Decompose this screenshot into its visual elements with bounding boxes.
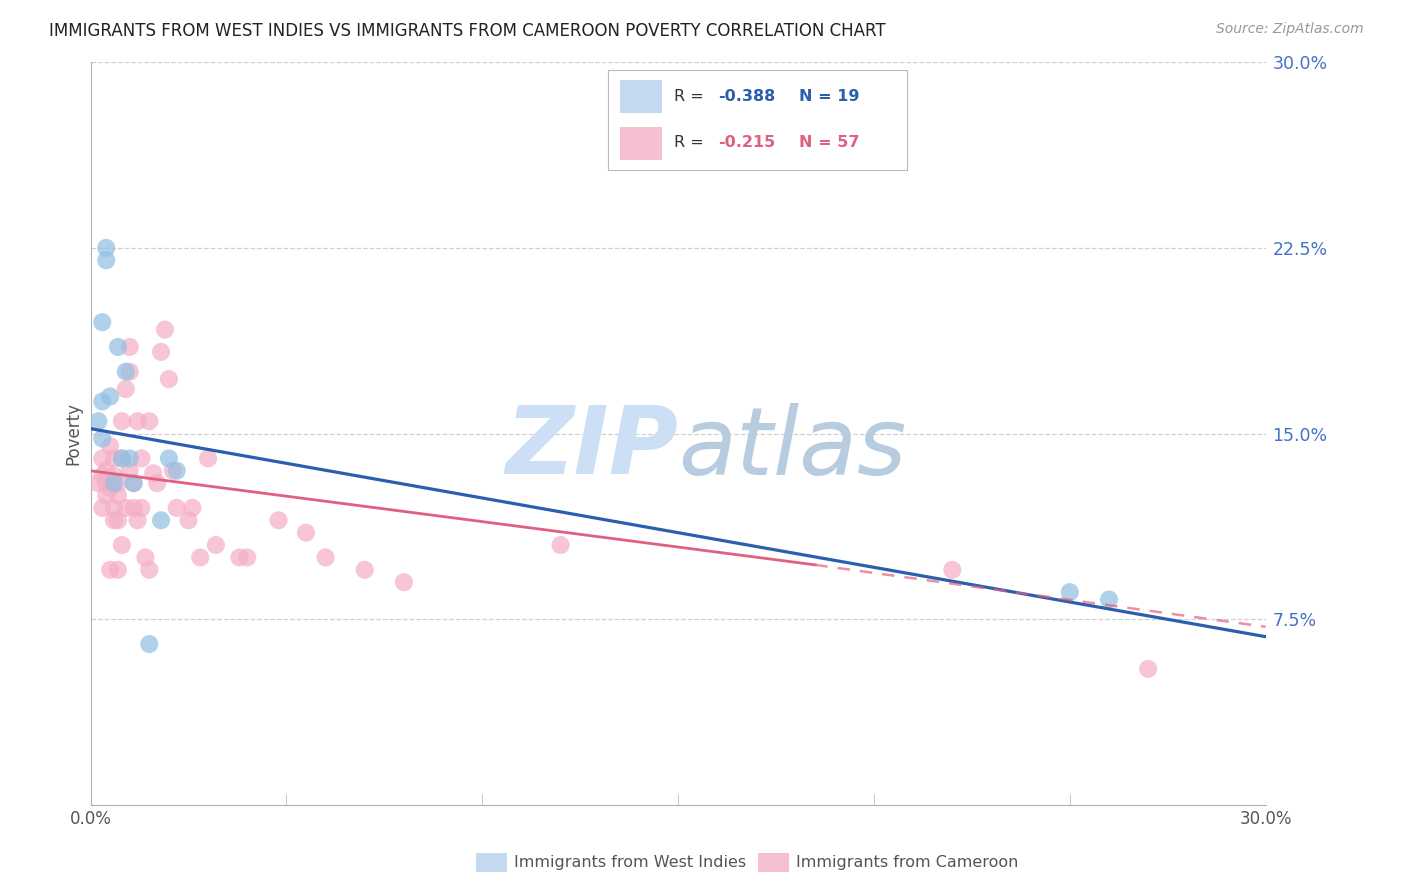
- Point: [138, 637, 160, 651]
- Point: [146, 476, 169, 491]
- Point: [177, 513, 200, 527]
- Point: [205, 538, 228, 552]
- Text: Immigrants from West Indies: Immigrants from West Indies: [513, 855, 745, 870]
- Point: [166, 464, 188, 478]
- Point: [127, 414, 149, 428]
- Point: [142, 467, 165, 481]
- Text: Source: ZipAtlas.com: Source: ZipAtlas.com: [1216, 22, 1364, 37]
- Point: [122, 476, 145, 491]
- Point: [91, 394, 114, 409]
- Point: [153, 323, 176, 337]
- Point: [98, 563, 121, 577]
- Point: [197, 451, 219, 466]
- Point: [111, 451, 134, 466]
- Point: [96, 464, 118, 478]
- Text: Immigrants from Cameroon: Immigrants from Cameroon: [796, 855, 1018, 870]
- Point: [87, 414, 110, 428]
- Point: [131, 500, 153, 515]
- Point: [118, 340, 141, 354]
- Point: [111, 414, 134, 428]
- Text: ZIP: ZIP: [505, 402, 678, 494]
- Point: [941, 563, 963, 577]
- Point: [91, 432, 114, 446]
- Point: [118, 464, 141, 478]
- Point: [98, 439, 121, 453]
- Point: [111, 538, 134, 552]
- Point: [157, 372, 180, 386]
- Point: [157, 451, 180, 466]
- Point: [150, 513, 173, 527]
- Point: [103, 451, 125, 466]
- Point: [107, 476, 129, 491]
- Point: [150, 344, 173, 359]
- Point: [114, 500, 136, 515]
- Point: [107, 563, 129, 577]
- Point: [96, 489, 118, 503]
- Point: [91, 315, 114, 329]
- Point: [550, 538, 572, 552]
- Point: [91, 451, 114, 466]
- Point: [166, 500, 188, 515]
- Point: [127, 513, 149, 527]
- Point: [131, 451, 153, 466]
- Point: [236, 550, 259, 565]
- Point: [96, 253, 118, 268]
- Point: [228, 550, 250, 565]
- Point: [96, 241, 118, 255]
- Point: [122, 476, 145, 491]
- Point: [118, 365, 141, 379]
- Point: [111, 451, 134, 466]
- Point: [122, 500, 145, 515]
- Point: [315, 550, 337, 565]
- Point: [96, 476, 118, 491]
- Point: [138, 563, 160, 577]
- Point: [91, 500, 114, 515]
- Point: [98, 481, 121, 495]
- Text: IMMIGRANTS FROM WEST INDIES VS IMMIGRANTS FROM CAMEROON POVERTY CORRELATION CHAR: IMMIGRANTS FROM WEST INDIES VS IMMIGRANT…: [49, 22, 886, 40]
- Point: [118, 451, 141, 466]
- Point: [162, 464, 184, 478]
- Point: [392, 575, 415, 590]
- Point: [114, 365, 136, 379]
- Point: [103, 476, 125, 491]
- Point: [353, 563, 375, 577]
- Point: [98, 389, 121, 403]
- Point: [181, 500, 204, 515]
- Point: [114, 382, 136, 396]
- Text: atlas: atlas: [678, 403, 907, 494]
- Point: [134, 550, 156, 565]
- Point: [107, 489, 129, 503]
- Point: [267, 513, 290, 527]
- Point: [1098, 592, 1121, 607]
- Point: [91, 468, 114, 483]
- Point: [295, 525, 318, 540]
- Point: [138, 414, 160, 428]
- Point: [1059, 585, 1081, 599]
- Point: [103, 500, 125, 515]
- Point: [103, 468, 125, 483]
- Y-axis label: Poverty: Poverty: [65, 402, 82, 465]
- Point: [107, 513, 129, 527]
- Point: [188, 550, 211, 565]
- Point: [1137, 662, 1160, 676]
- Point: [103, 513, 125, 527]
- Point: [107, 340, 129, 354]
- Point: [87, 476, 110, 491]
